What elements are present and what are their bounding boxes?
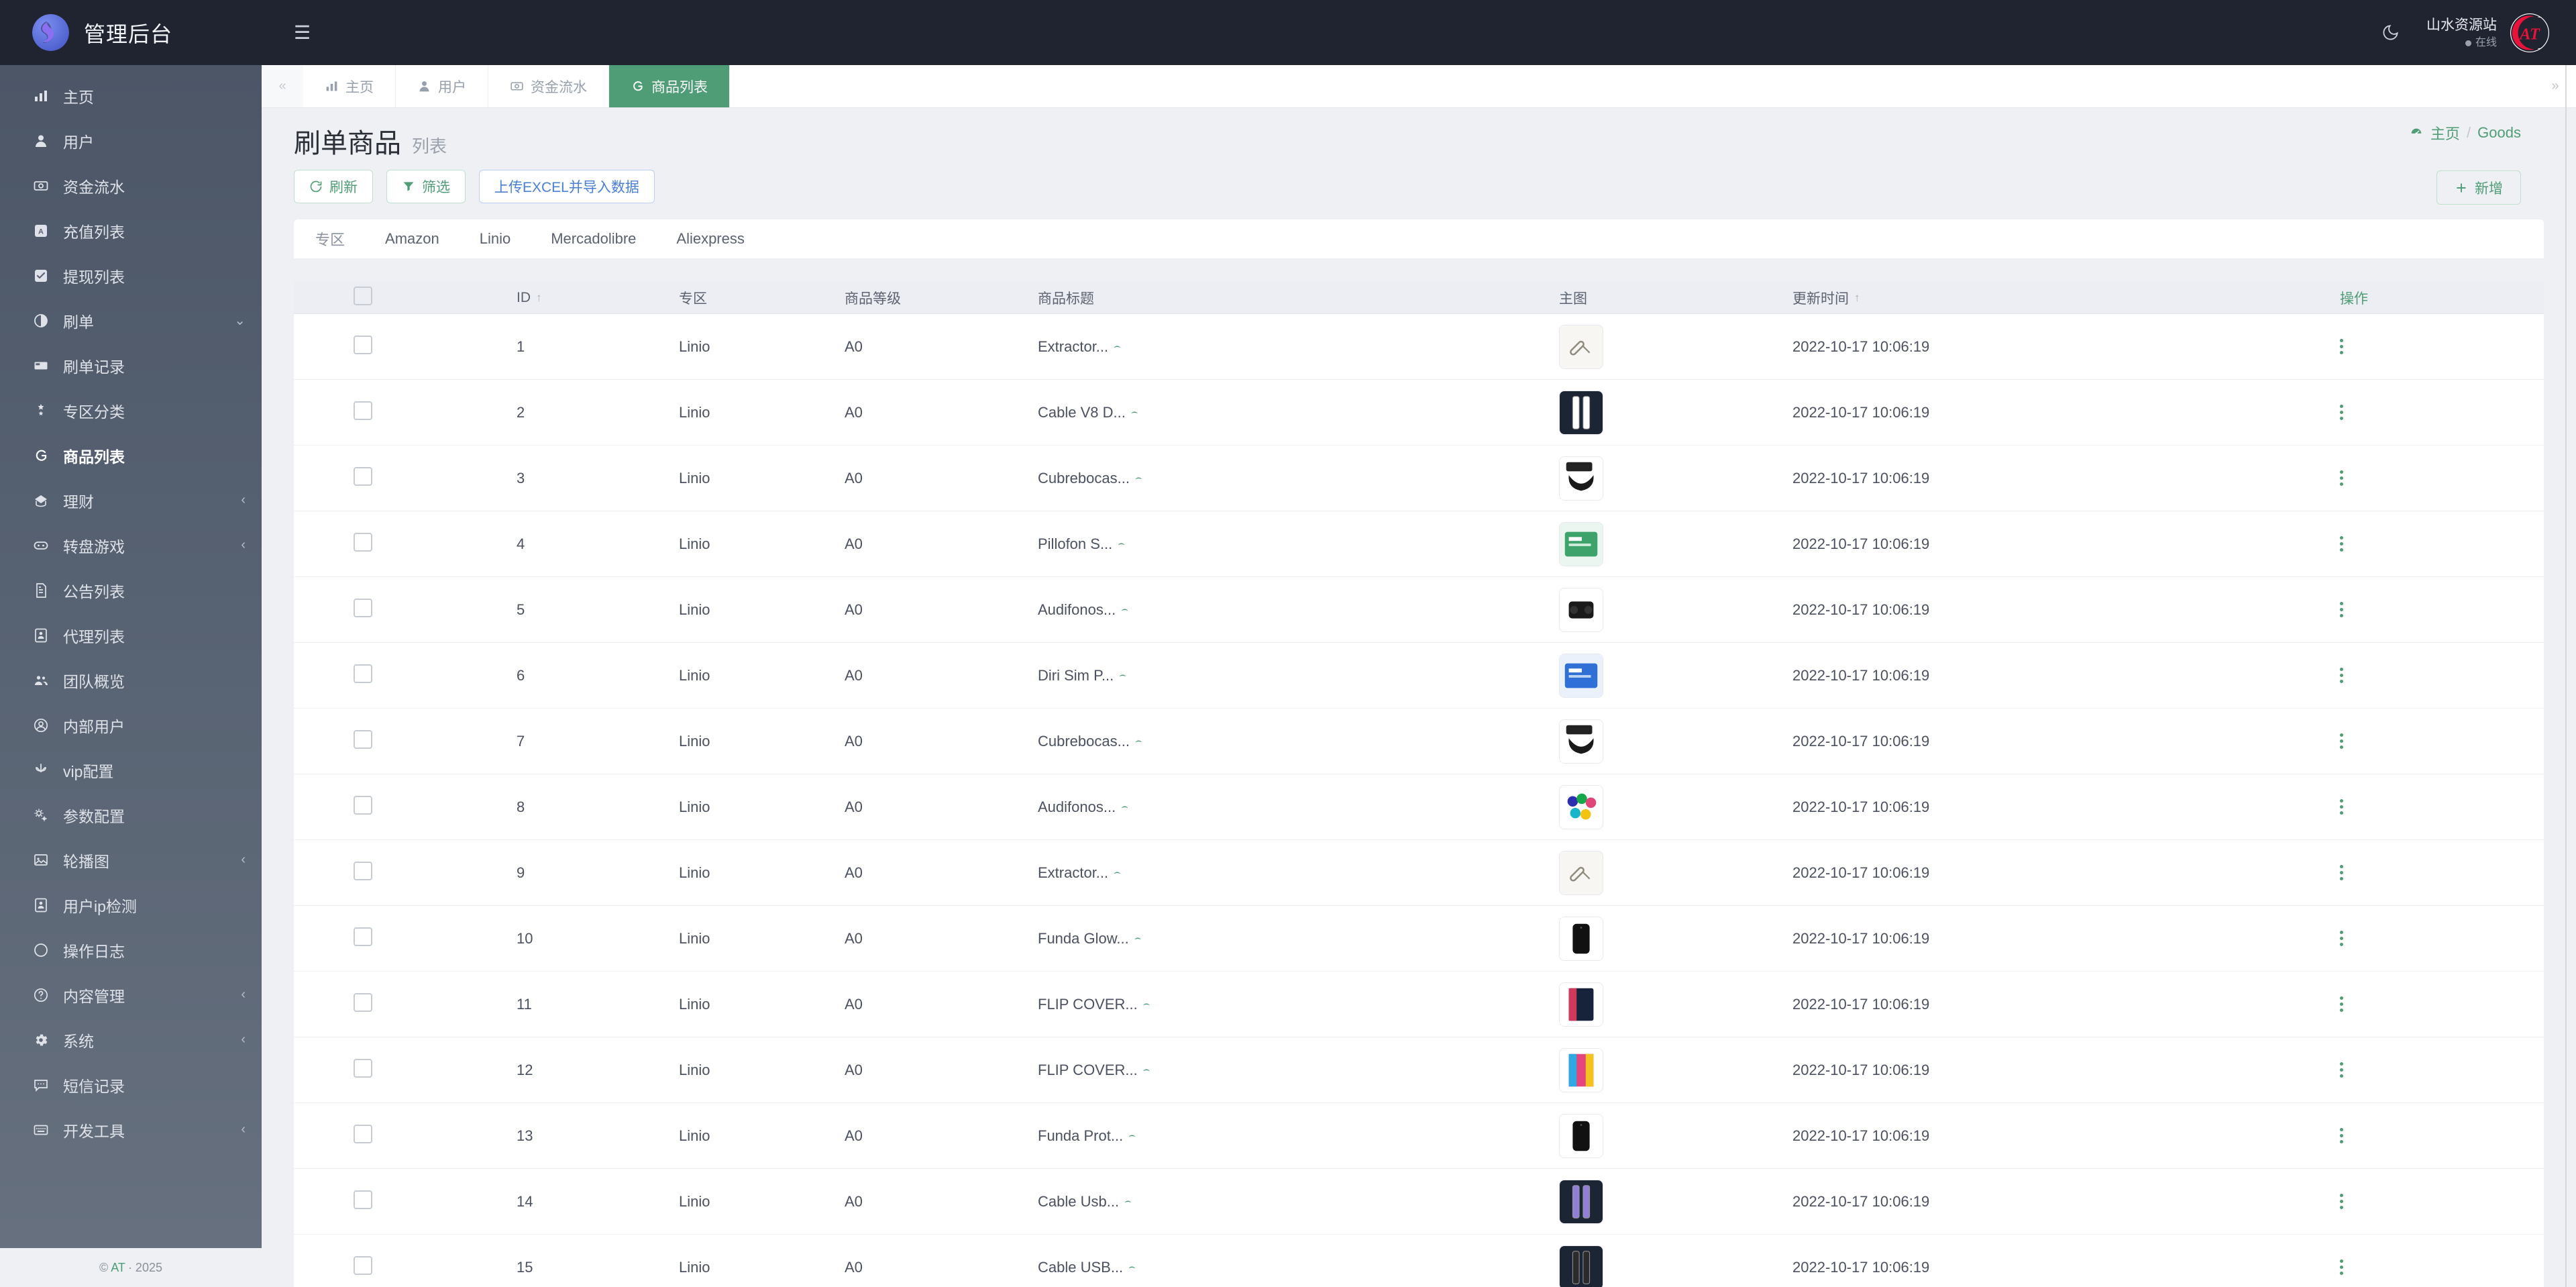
svg-text:A: A (38, 227, 44, 236)
svg-text:AT: AT (2518, 25, 2540, 43)
